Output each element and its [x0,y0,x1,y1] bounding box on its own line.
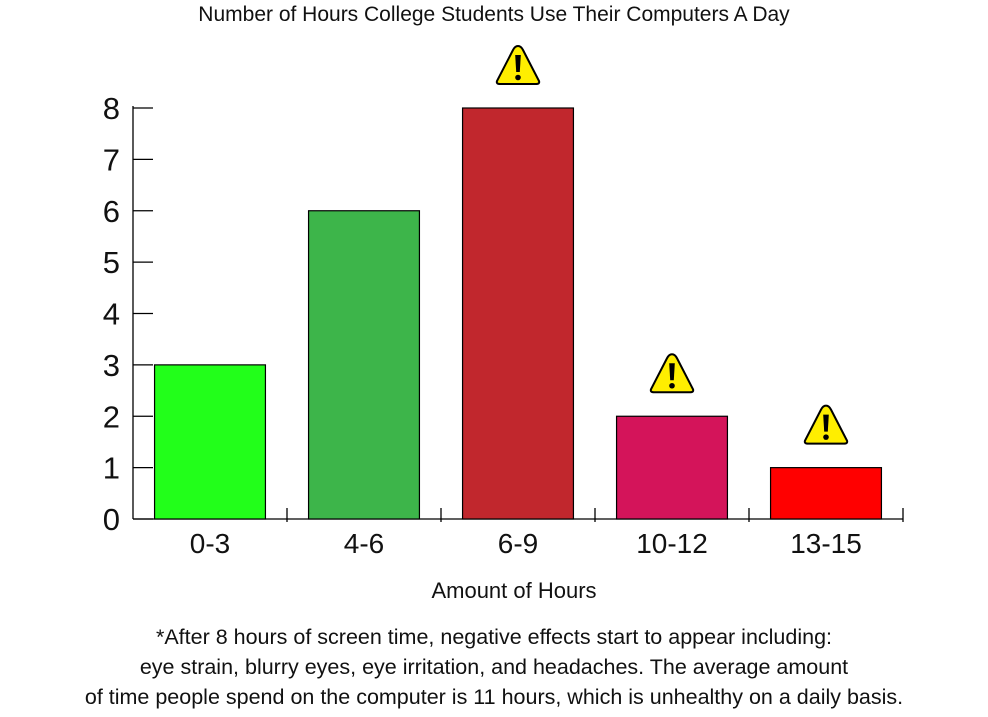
bar-13-15 [769,467,883,520]
y-tick-label: 7 [103,142,120,177]
y-tick-label: 1 [103,451,120,486]
warning-triangle-icon [649,353,695,394]
warning-triangle-icon [803,404,849,445]
x-tick-label: 0-3 [190,528,230,559]
footnote-line: of time people spend on the computer is … [84,685,904,709]
x-tick-label: 13-15 [790,528,862,559]
y-tick-label: 5 [103,245,120,280]
warning-triangle-icon [495,44,541,85]
y-tick-label: 6 [103,194,120,229]
y-tick-label: 0 [103,502,120,537]
footnote-line: eye strain, blurry eyes, eye irritation,… [139,655,849,679]
y-tick-label: 4 [103,297,120,332]
x-tick-label: 10-12 [636,528,708,559]
footnote-line: *After 8 hours of screen time, negative … [155,625,833,649]
y-tick-label: 3 [103,348,120,383]
bar-4-6 [307,210,421,520]
y-tick-label: 2 [103,399,120,434]
x-axis-label: Amount of Hours [431,578,597,603]
footnote: *After 8 hours of screen time, negative … [0,622,988,712]
chart-title: Number of Hours College Students Use The… [198,3,790,26]
bar-10-12 [615,415,729,520]
y-tick-label: 8 [103,91,120,126]
bar-6-9 [461,107,575,520]
bar-0-3 [153,364,267,520]
x-tick-label: 4-6 [344,528,384,559]
x-tick-label: 6-9 [498,528,538,559]
